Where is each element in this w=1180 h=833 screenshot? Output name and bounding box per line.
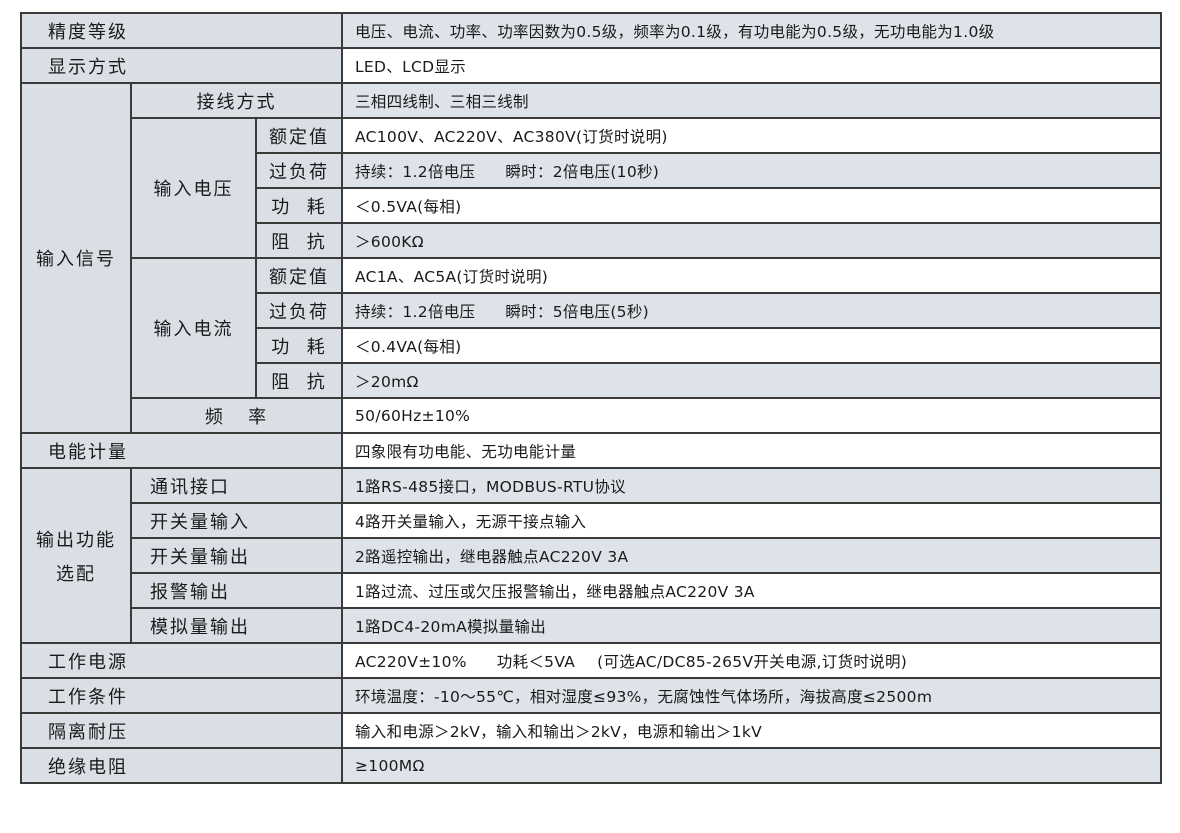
row-voltage-impedance: 阻 抗 ＞600KΩ bbox=[21, 222, 1162, 259]
value-isolation: 输入和电源＞2kV，输入和输出＞2kV，电源和输出＞1kV bbox=[341, 712, 1162, 749]
label-isolation: 隔离耐压 bbox=[20, 712, 343, 749]
label-alarm: 报警输出 bbox=[130, 572, 343, 609]
label-output: 输出功能 选配 bbox=[20, 467, 132, 644]
value-conditions: 环境温度：-10～55℃，相对湿度≤93%，无腐蚀性气体场所，海拔高度≤2500… bbox=[341, 677, 1162, 714]
row-energy: 电能计量 四象限有功电能、无功电能计量 bbox=[20, 432, 1162, 469]
label-display: 显示方式 bbox=[20, 47, 343, 84]
label-do: 开关量输出 bbox=[130, 537, 343, 574]
row-isolation: 隔离耐压 输入和电源＞2kV，输入和输出＞2kV，电源和输出＞1kV bbox=[20, 712, 1162, 749]
label-frequency: 频 率 bbox=[130, 397, 343, 434]
overload-continuous: 持续：1.2倍电压 bbox=[355, 302, 476, 321]
spec-table: 精度等级 电压、电流、功率、功率因数为0.5级，频率为0.1级，有功电能为0.5… bbox=[20, 12, 1162, 784]
label-comm: 通讯接口 bbox=[130, 467, 343, 504]
label-voltage-rated: 额定值 bbox=[255, 117, 343, 154]
value-current-rated: AC1A、AC5A(订货时说明) bbox=[341, 257, 1162, 294]
value-accuracy: 电压、电流、功率、功率因数为0.5级，频率为0.1级，有功电能为0.5级，无功电… bbox=[341, 12, 1162, 49]
row-power-supply: 工作电源 AC220V±10% 功耗＜5VA (可选AC/DC85-265V开关电源… bbox=[20, 642, 1162, 679]
value-voltage-impedance: ＞600KΩ bbox=[341, 222, 1162, 259]
value-insulation: ≥100MΩ bbox=[341, 747, 1162, 784]
value-frequency: 50/60Hz±10% bbox=[341, 397, 1162, 434]
label-voltage-power: 功 耗 bbox=[255, 187, 343, 224]
row-voltage-overload: 过负荷 持续：1.2倍电压 瞬时：2倍电压(10秒) bbox=[21, 152, 1162, 189]
row-comm: 输出功能选配 通讯接口 1路RS-485接口，MODBUS-RTU协议 bbox=[20, 467, 1162, 644]
label-wiring: 接线方式 bbox=[130, 82, 343, 119]
value-comm: 1路RS-485接口，MODBUS-RTU协议 bbox=[341, 467, 1162, 504]
value-current-impedance: ＞20mΩ bbox=[341, 362, 1162, 399]
value-display: LED、LCD显示 bbox=[341, 47, 1162, 84]
value-wiring: 三相四线制、三相三线制 bbox=[341, 82, 1162, 119]
row-frequency: 频 率 50/60Hz±10% bbox=[21, 397, 1162, 434]
row-wiring: 输入信号 接线方式 三相四线制、三相三线制 bbox=[20, 82, 1162, 434]
label-analog: 模拟量输出 bbox=[130, 607, 343, 644]
label-output-line1: 输出功能 bbox=[36, 529, 116, 551]
row-accuracy: 精度等级 电压、电流、功率、功率因数为0.5级，频率为0.1级，有功电能为0.5… bbox=[20, 12, 1162, 49]
label-input-signal: 输入信号 bbox=[20, 82, 132, 434]
value-alarm: 1路过流、过压或欠压报警输出，继电器触点AC220V 3A bbox=[341, 572, 1162, 609]
row-current-rated: 输入电流 额定值 AC1A、AC5A(订货时说明) bbox=[21, 257, 1162, 399]
row-voltage-rated: 输入电压 额定值 AC100V、AC220V、AC380V(订货时说明) bbox=[21, 117, 1162, 259]
label-current-overload: 过负荷 bbox=[255, 292, 343, 329]
label-voltage-overload: 过负荷 bbox=[255, 152, 343, 189]
value-voltage-rated: AC100V、AC220V、AC380V(订货时说明) bbox=[341, 117, 1162, 154]
value-current-overload: 持续：1.2倍电压 瞬时：5倍电压(5秒) bbox=[341, 292, 1162, 329]
overload-instant: 瞬时：5倍电压(5秒) bbox=[505, 302, 649, 321]
overload-continuous: 持续：1.2倍电压 bbox=[355, 162, 476, 181]
label-accuracy: 精度等级 bbox=[20, 12, 343, 49]
label-energy: 电能计量 bbox=[20, 432, 343, 469]
supply-voltage: AC220V±10% bbox=[355, 652, 467, 671]
label-output-line2: 选配 bbox=[56, 563, 96, 585]
row-do: 开关量输出 2路遥控输出，继电器触点AC220V 3A bbox=[21, 537, 1162, 574]
label-input-voltage: 输入电压 bbox=[130, 117, 257, 259]
value-analog: 1路DC4-20mA模拟量输出 bbox=[341, 607, 1162, 644]
value-current-power: ＜0.4VA(每相) bbox=[341, 327, 1162, 364]
supply-power: 功耗＜5VA bbox=[496, 652, 576, 671]
value-energy: 四象限有功电能、无功电能计量 bbox=[341, 432, 1162, 469]
supply-option: (可选AC/DC85-265V开关电源,订货时说明) bbox=[597, 652, 908, 671]
value-voltage-overload: 持续：1.2倍电压 瞬时：2倍电压(10秒) bbox=[341, 152, 1162, 189]
overload-instant: 瞬时：2倍电压(10秒) bbox=[505, 162, 660, 181]
row-insulation: 绝缘电阻 ≥100MΩ bbox=[20, 747, 1162, 784]
label-power-supply: 工作电源 bbox=[20, 642, 343, 679]
row-current-power: 功 耗 ＜0.4VA(每相) bbox=[21, 327, 1162, 364]
value-power-supply: AC220V±10% 功耗＜5VA (可选AC/DC85-265V开关电源,订货时说… bbox=[341, 642, 1162, 679]
value-do: 2路遥控输出，继电器触点AC220V 3A bbox=[341, 537, 1162, 574]
value-voltage-power: ＜0.5VA(每相) bbox=[341, 187, 1162, 224]
row-voltage-power: 功 耗 ＜0.5VA(每相) bbox=[21, 187, 1162, 224]
row-analog: 模拟量输出 1路DC4-20mA模拟量输出 bbox=[21, 607, 1162, 644]
row-display: 显示方式 LED、LCD显示 bbox=[20, 47, 1162, 84]
row-conditions: 工作条件 环境温度：-10～55℃，相对湿度≤93%，无腐蚀性气体场所，海拔高度… bbox=[20, 677, 1162, 714]
label-di: 开关量输入 bbox=[130, 502, 343, 539]
label-current-rated: 额定值 bbox=[255, 257, 343, 294]
label-current-power: 功 耗 bbox=[255, 327, 343, 364]
row-di: 开关量输入 4路开关量输入，无源干接点输入 bbox=[21, 502, 1162, 539]
label-insulation: 绝缘电阻 bbox=[20, 747, 343, 784]
row-alarm: 报警输出 1路过流、过压或欠压报警输出，继电器触点AC220V 3A bbox=[21, 572, 1162, 609]
row-current-impedance: 阻 抗 ＞20mΩ bbox=[21, 362, 1162, 399]
row-current-overload: 过负荷 持续：1.2倍电压 瞬时：5倍电压(5秒) bbox=[21, 292, 1162, 329]
label-current-impedance: 阻 抗 bbox=[255, 362, 343, 399]
label-voltage-impedance: 阻 抗 bbox=[255, 222, 343, 259]
label-conditions: 工作条件 bbox=[20, 677, 343, 714]
value-di: 4路开关量输入，无源干接点输入 bbox=[341, 502, 1162, 539]
label-input-current: 输入电流 bbox=[130, 257, 257, 399]
